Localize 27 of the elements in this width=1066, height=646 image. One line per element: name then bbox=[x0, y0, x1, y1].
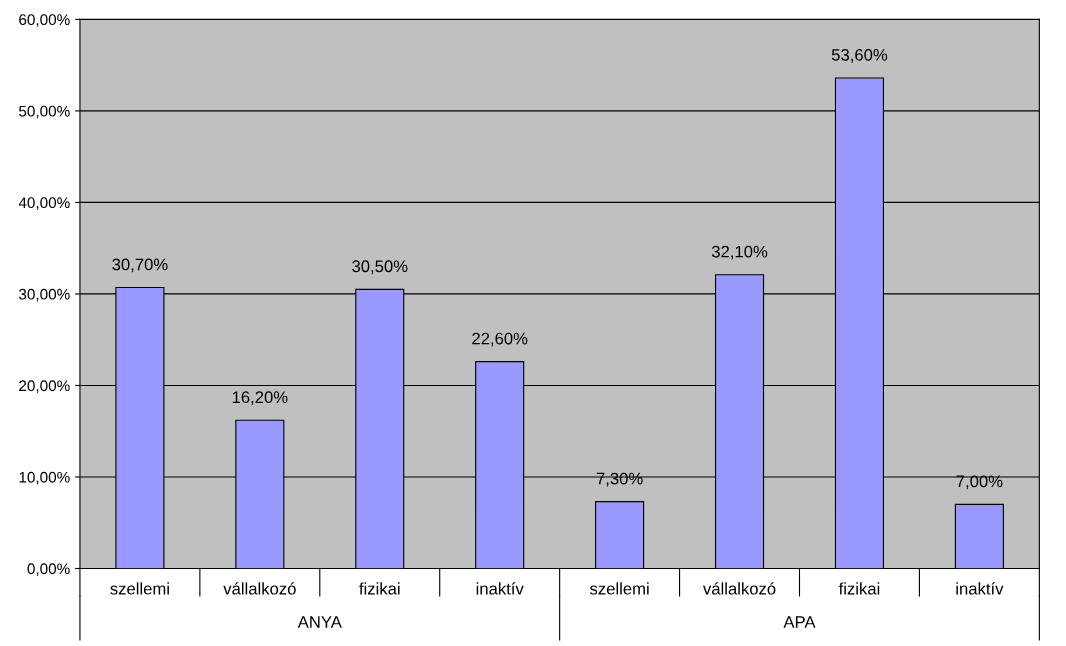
x-tick-label: fizikai bbox=[838, 582, 880, 595]
bar bbox=[595, 501, 645, 569]
x-tick-label: fizikai bbox=[359, 582, 400, 595]
y-tick-label: 0,00% bbox=[27, 563, 70, 576]
x-tick-label: szellemi bbox=[589, 582, 649, 595]
data-label: 53,60% bbox=[831, 48, 888, 63]
x-tick-label: szellemi bbox=[110, 582, 169, 595]
data-label: 30,70% bbox=[112, 258, 168, 273]
text: APA bbox=[783, 616, 816, 628]
data-label: 7,30% bbox=[596, 472, 643, 487]
x-tick-label: vállalkozó bbox=[223, 582, 296, 595]
x-tick-label: inaktív bbox=[956, 582, 1004, 595]
x-tick-label: vállalkozó bbox=[703, 582, 776, 595]
y-tick-label: 10,00% bbox=[19, 471, 70, 485]
text: ANYA bbox=[297, 616, 342, 628]
y-tick-label: 60,00% bbox=[19, 14, 70, 27]
x-tick-label: inaktív bbox=[476, 582, 524, 595]
data-label: 32,10% bbox=[711, 245, 768, 260]
data-label: 22,60% bbox=[472, 332, 528, 347]
y-tick-label: 50,00% bbox=[19, 105, 70, 119]
y-tick-label: 20,00% bbox=[19, 380, 70, 393]
bar bbox=[954, 503, 1004, 569]
data-label: 16,20% bbox=[232, 391, 288, 406]
data-label: 7,00% bbox=[956, 475, 1003, 490]
y-tick-label: 30,00% bbox=[19, 288, 70, 302]
data-label: 30,50% bbox=[352, 260, 408, 275]
y-tick-label: 40,00% bbox=[18, 197, 70, 210]
